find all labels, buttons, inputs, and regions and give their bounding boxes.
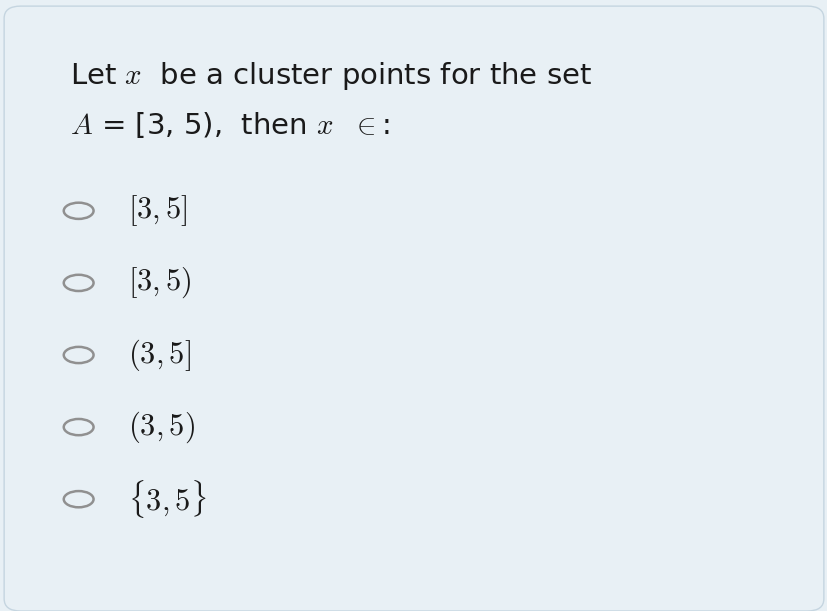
FancyBboxPatch shape	[4, 6, 823, 611]
Text: Let $x$  be a cluster points for the set: Let $x$ be a cluster points for the set	[70, 60, 591, 92]
Text: $A$ = [3, 5),  then $x$  $\in$:: $A$ = [3, 5), then $x$ $\in$:	[70, 110, 390, 141]
Text: $\{3, 5\}$: $\{3, 5\}$	[128, 478, 207, 520]
Text: $[3, 5)$: $[3, 5)$	[128, 266, 192, 300]
Text: $[3, 5]$: $[3, 5]$	[128, 193, 188, 229]
Text: $(3, 5)$: $(3, 5)$	[128, 409, 195, 445]
Text: $(3, 5]$: $(3, 5]$	[128, 337, 191, 373]
